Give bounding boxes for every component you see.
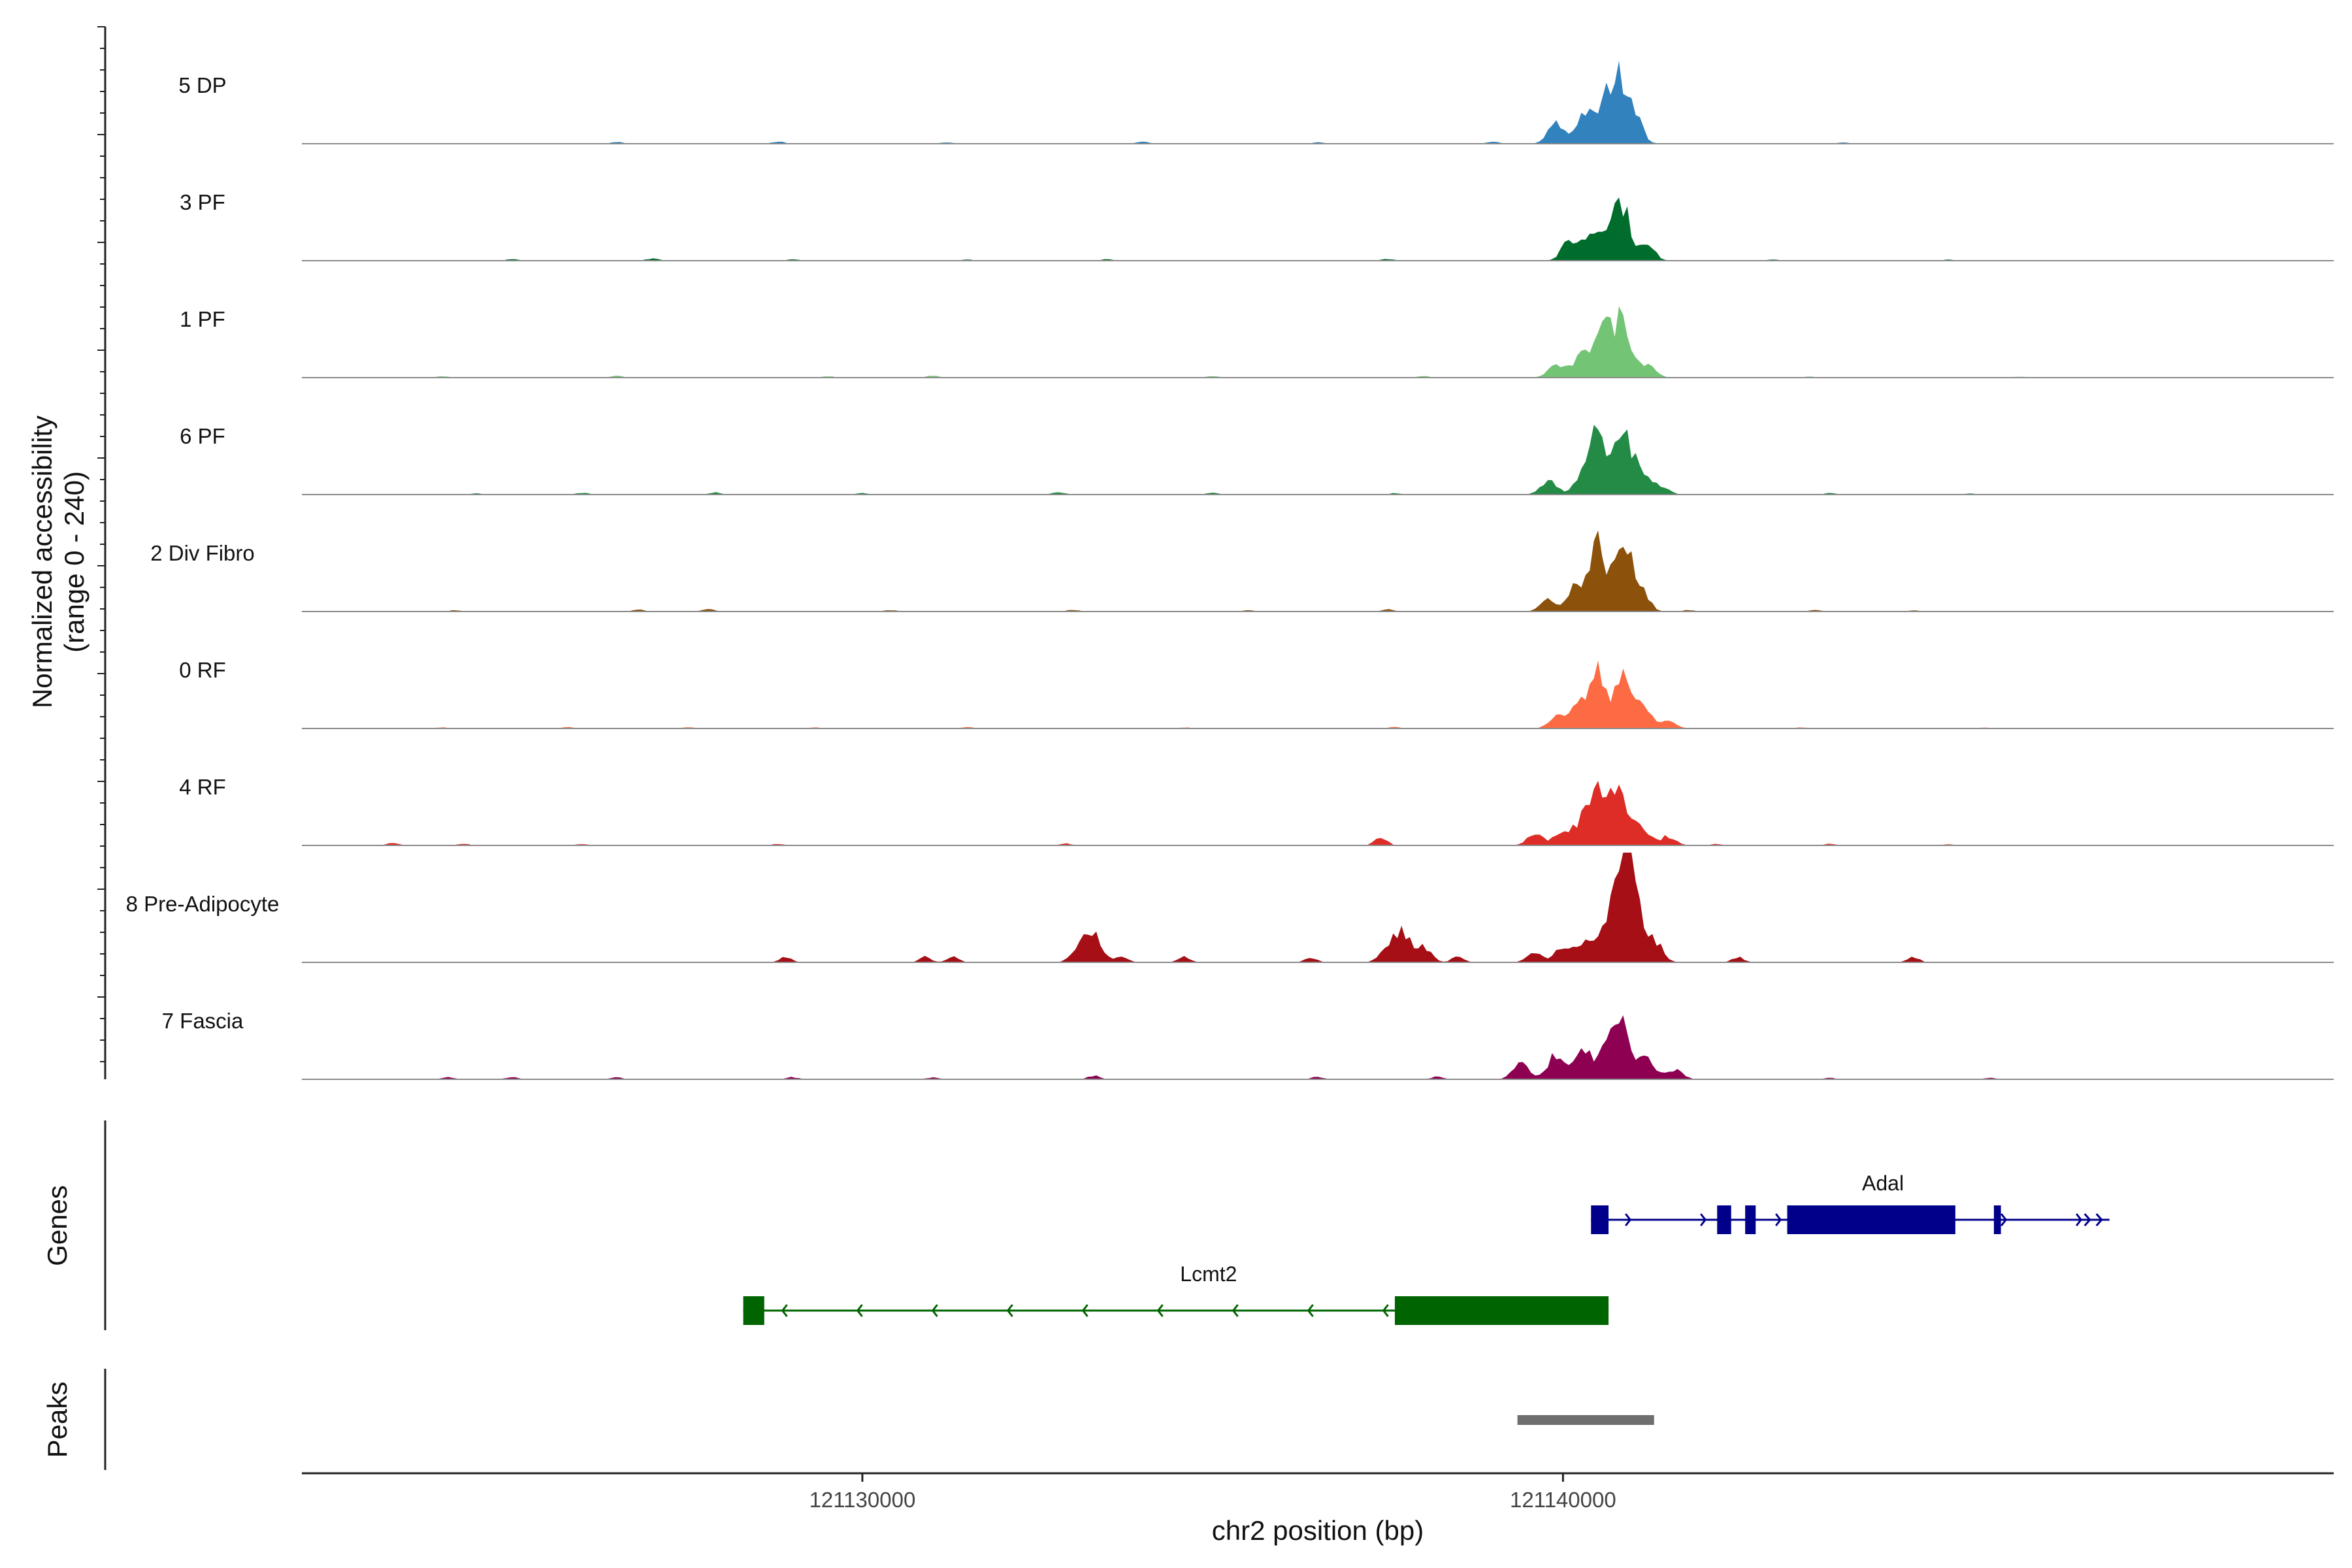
track-label: 3 PF bbox=[180, 190, 225, 214]
axes-layer bbox=[97, 26, 2334, 1475]
strand-arrow-icon bbox=[781, 1304, 788, 1317]
track-label: 8 Pre-Adipocyte bbox=[126, 892, 280, 916]
gene-exon bbox=[1591, 1205, 1609, 1234]
coverage-track: 2 Div Fibro bbox=[150, 530, 2334, 612]
gene-exon bbox=[1745, 1205, 1756, 1234]
coverage-area bbox=[302, 781, 2334, 845]
coverage-track: 7 Fascia bbox=[162, 1009, 2334, 1080]
gene-name-label: Adal bbox=[1862, 1171, 1904, 1195]
x-axis-tick-label: 121140000 bbox=[1510, 1488, 1616, 1512]
coverage-area bbox=[302, 853, 2334, 962]
y-axis-title: Normalized accessibility bbox=[27, 416, 57, 708]
gene-exon bbox=[1717, 1205, 1731, 1234]
strand-arrow-icon bbox=[1232, 1304, 1239, 1317]
coverage-track: 5 DP bbox=[178, 61, 2334, 144]
strand-arrow-icon bbox=[1156, 1304, 1164, 1317]
strand-arrow-icon bbox=[2076, 1213, 2083, 1226]
coverage-area bbox=[302, 197, 2334, 261]
genes-panel-title: Genes bbox=[42, 1185, 73, 1266]
gene-exon bbox=[1993, 1205, 2001, 1234]
coverage-tracks: 5 DP 3 PF 1 PF 6 PF 2 Div Fibro 0 RF 4 RF 8 Pre… bbox=[126, 61, 2334, 1080]
gene-model: Lcmt2 bbox=[743, 1262, 1609, 1325]
track-label: 7 Fascia bbox=[162, 1009, 244, 1033]
strand-arrow-icon bbox=[1625, 1213, 1632, 1226]
gene-exon bbox=[1394, 1296, 1609, 1325]
peak-region bbox=[1517, 1415, 1654, 1425]
coverage-area bbox=[302, 1015, 2334, 1079]
strand-arrow-icon bbox=[1006, 1304, 1013, 1317]
x-axis-title: chr2 position (bp) bbox=[1212, 1515, 1424, 1546]
y-axis-ticks bbox=[97, 26, 105, 1062]
track-label: 6 PF bbox=[180, 424, 225, 448]
coverage-area bbox=[302, 61, 2334, 144]
strand-arrow-icon bbox=[2095, 1213, 2103, 1226]
track-label: 4 RF bbox=[179, 775, 226, 799]
strand-arrow-icon bbox=[1382, 1304, 1389, 1317]
track-label: 2 Div Fibro bbox=[150, 541, 255, 565]
strand-arrow-icon bbox=[2001, 1213, 2008, 1226]
track-label: 1 PF bbox=[180, 307, 225, 331]
coverage-track: 1 PF bbox=[180, 306, 2334, 378]
strand-arrow-icon bbox=[1775, 1213, 1782, 1226]
gene-name-label: Lcmt2 bbox=[1180, 1262, 1237, 1286]
x-axis-tick-label: 121130000 bbox=[809, 1488, 916, 1512]
gene-exon bbox=[1787, 1205, 1955, 1234]
coverage-area bbox=[302, 306, 2334, 378]
coverage-track: 4 RF bbox=[179, 775, 2334, 846]
coverage-track: 3 PF bbox=[180, 190, 2334, 261]
peaks-panel-title: Peaks bbox=[42, 1382, 73, 1458]
coverage-area bbox=[302, 661, 2334, 728]
coverage-track: 0 RF bbox=[179, 658, 2334, 729]
coverage-track: 6 PF bbox=[180, 424, 2334, 495]
strand-arrow-icon bbox=[2083, 1213, 2091, 1226]
gene-exon bbox=[743, 1296, 764, 1325]
y-axis-range: (range 0 - 240) bbox=[59, 471, 90, 653]
track-label: 5 DP bbox=[178, 73, 226, 97]
track-label: 0 RF bbox=[179, 658, 226, 682]
strand-arrow-icon bbox=[931, 1304, 938, 1317]
gene-annotation-panel: Adal Lcmt2 bbox=[743, 1171, 2110, 1325]
strand-arrow-icon bbox=[1081, 1304, 1088, 1317]
strand-arrow-icon bbox=[1700, 1213, 1707, 1226]
coverage-area bbox=[302, 425, 2334, 495]
coverage-area bbox=[302, 530, 2334, 612]
x-axis-ticks: 121130000 121140000 bbox=[809, 1473, 1616, 1512]
coverage-track: 8 Pre-Adipocyte bbox=[126, 853, 2334, 963]
peaks-panel bbox=[1517, 1415, 1654, 1425]
gene-model: Adal bbox=[1591, 1171, 2110, 1234]
strand-arrow-icon bbox=[1307, 1304, 1314, 1317]
strand-arrow-icon bbox=[856, 1304, 863, 1317]
